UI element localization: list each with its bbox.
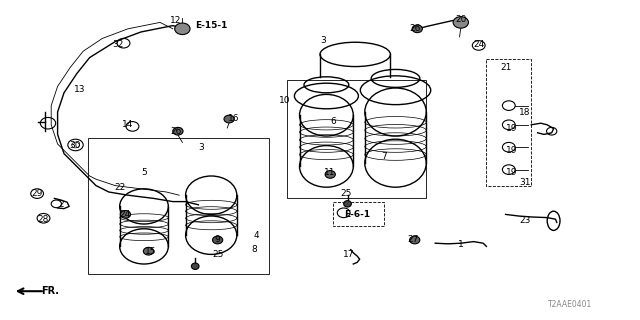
Text: 25: 25 xyxy=(212,250,223,259)
Text: 15: 15 xyxy=(145,247,156,256)
Text: 21: 21 xyxy=(500,63,511,72)
Text: FR.: FR. xyxy=(42,286,60,296)
Text: 32: 32 xyxy=(113,40,124,49)
Text: T2AAE0401: T2AAE0401 xyxy=(548,300,592,309)
Text: 16: 16 xyxy=(228,114,239,123)
Text: 24: 24 xyxy=(119,210,131,219)
Ellipse shape xyxy=(412,25,422,33)
Text: 25: 25 xyxy=(340,189,351,198)
Text: 3: 3 xyxy=(321,36,326,44)
Text: 13: 13 xyxy=(74,85,86,94)
Ellipse shape xyxy=(410,236,420,244)
Text: 26: 26 xyxy=(170,127,182,136)
Text: 7: 7 xyxy=(381,152,387,161)
Ellipse shape xyxy=(212,236,223,244)
Text: 12: 12 xyxy=(170,16,182,25)
Text: 10: 10 xyxy=(279,96,291,105)
Text: 22: 22 xyxy=(115,183,126,192)
Text: 29: 29 xyxy=(31,189,43,198)
Text: 28: 28 xyxy=(38,215,49,224)
Text: E-15-1: E-15-1 xyxy=(195,21,227,30)
Ellipse shape xyxy=(224,115,234,123)
Text: 17: 17 xyxy=(343,250,355,259)
Text: 11: 11 xyxy=(324,168,335,177)
Text: 5: 5 xyxy=(141,168,147,177)
Text: 20: 20 xyxy=(455,15,467,24)
Text: 26: 26 xyxy=(409,24,420,33)
Text: 1: 1 xyxy=(458,240,463,249)
Text: 24: 24 xyxy=(473,40,484,49)
Text: 19: 19 xyxy=(506,168,518,177)
Text: 23: 23 xyxy=(519,216,531,225)
Text: 27: 27 xyxy=(407,236,419,244)
Ellipse shape xyxy=(175,23,190,35)
Text: 18: 18 xyxy=(519,108,531,116)
Text: 6: 6 xyxy=(330,117,335,126)
Text: 14: 14 xyxy=(122,120,134,129)
Ellipse shape xyxy=(143,247,154,255)
Text: 31: 31 xyxy=(519,178,531,187)
Text: 8: 8 xyxy=(252,245,257,254)
Text: 4: 4 xyxy=(253,231,259,240)
Ellipse shape xyxy=(325,171,335,178)
Text: 19: 19 xyxy=(506,146,518,155)
Text: E-6-1: E-6-1 xyxy=(344,210,370,219)
Text: 30: 30 xyxy=(70,141,81,150)
Ellipse shape xyxy=(344,201,351,207)
Text: 9: 9 xyxy=(215,236,220,244)
Text: 19: 19 xyxy=(506,124,518,132)
Ellipse shape xyxy=(191,263,199,269)
Text: 2: 2 xyxy=(58,200,63,209)
Ellipse shape xyxy=(453,17,468,28)
Ellipse shape xyxy=(173,127,183,135)
Ellipse shape xyxy=(120,211,131,218)
Text: 3: 3 xyxy=(199,143,204,152)
